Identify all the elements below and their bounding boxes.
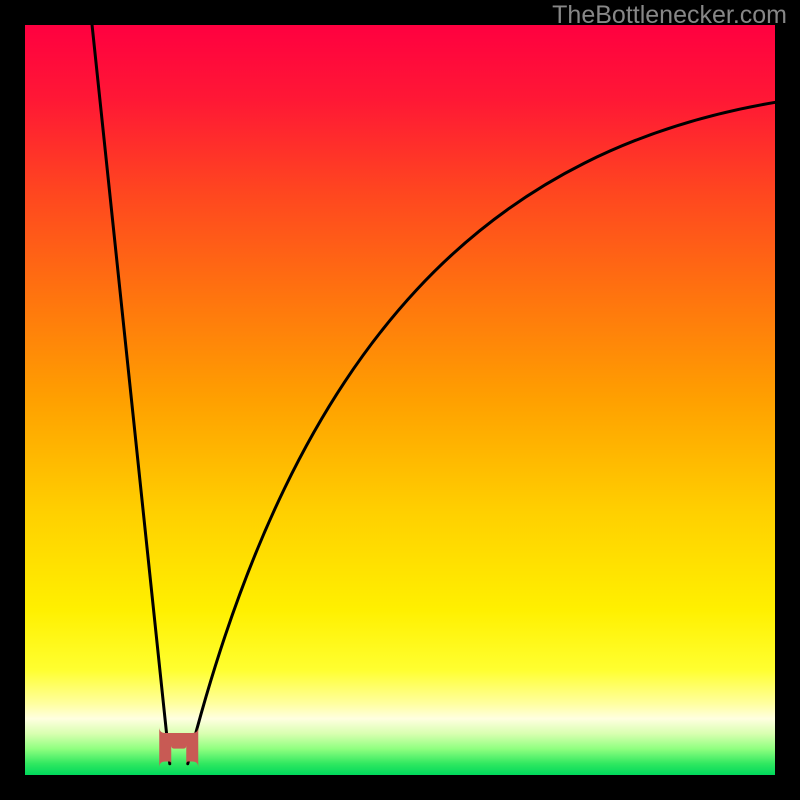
frame-border bbox=[0, 0, 25, 800]
watermark-text: TheBottlenecker.com bbox=[552, 1, 787, 30]
bottleneck-curve-plot bbox=[0, 0, 800, 800]
frame-border bbox=[0, 775, 800, 800]
frame-border bbox=[775, 0, 800, 800]
min-marker bbox=[159, 727, 198, 768]
